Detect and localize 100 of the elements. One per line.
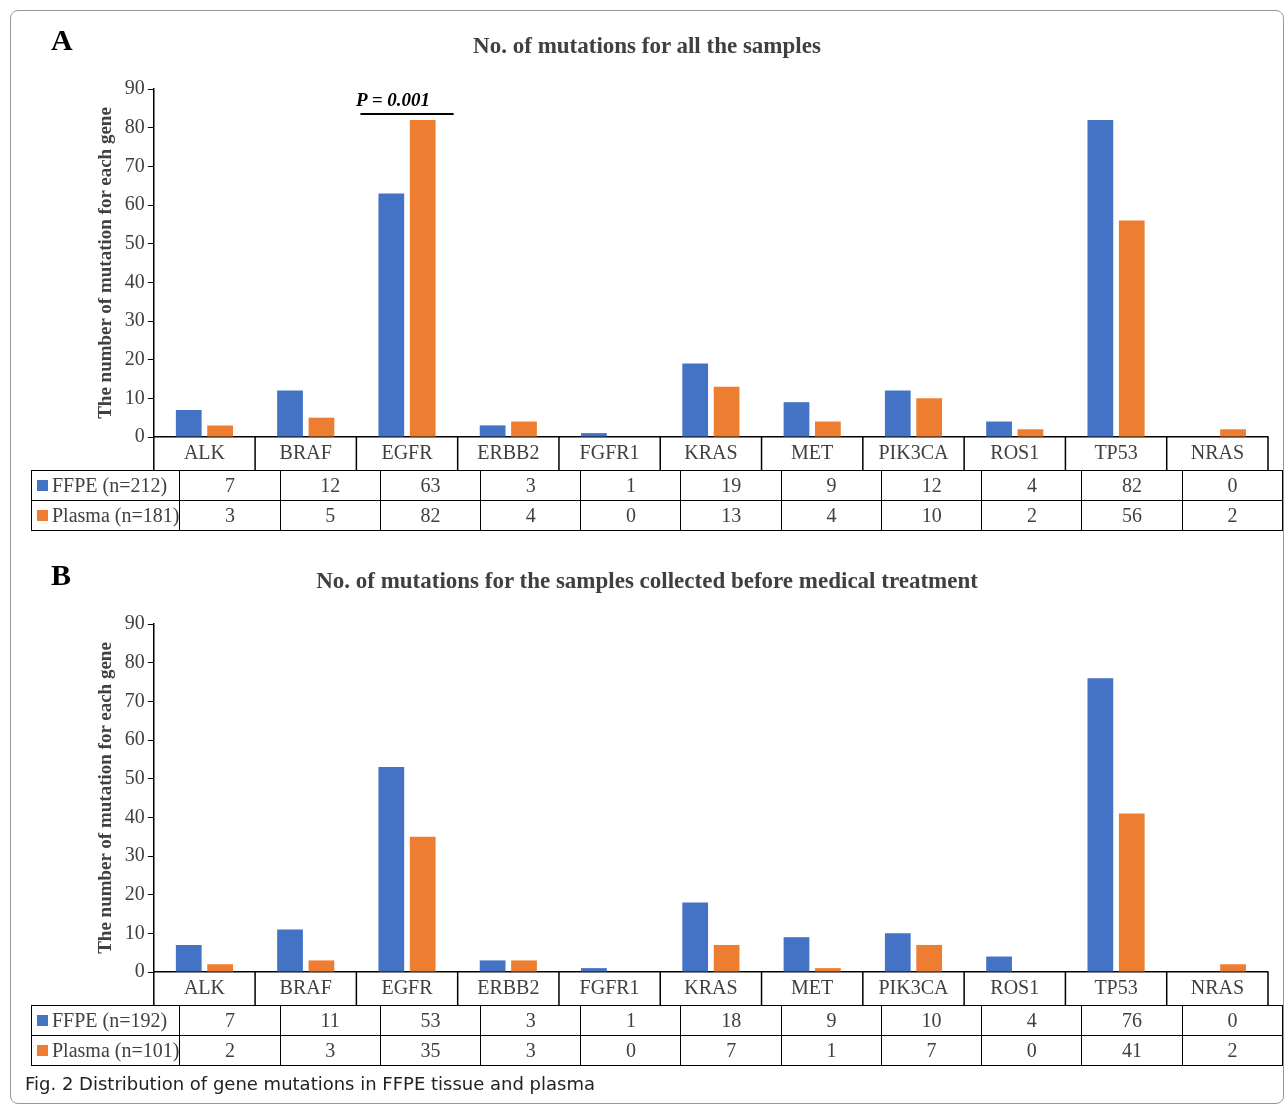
- x-tick-label: NRAS: [1190, 441, 1245, 464]
- y-tick-label: 20: [124, 881, 145, 904]
- bar: [175, 409, 202, 437]
- data-label: 82: [380, 500, 481, 531]
- legend-label: FFPE (n=192): [52, 1009, 168, 1031]
- x-tick-label: TP53: [1094, 441, 1138, 464]
- x-tick-label: ALK: [183, 441, 226, 464]
- y-tick-label: 0: [134, 424, 145, 447]
- data-label: 7: [179, 470, 280, 501]
- data-label: 1: [580, 470, 681, 501]
- bar: [277, 929, 303, 972]
- data-label: 63: [380, 470, 481, 501]
- bar: [511, 960, 537, 972]
- bar: [682, 902, 709, 972]
- data-label: 76: [1081, 1005, 1183, 1036]
- x-tick-label: ERBB2: [477, 976, 540, 999]
- y-tick-label: 10: [124, 385, 145, 408]
- data-label: 2: [1182, 1035, 1283, 1066]
- bar: [1017, 429, 1044, 437]
- y-tick-label: 20: [124, 346, 145, 369]
- y-tick-label: 10: [124, 920, 145, 943]
- data-label: 1: [781, 1035, 882, 1066]
- data-label: 3: [280, 1035, 381, 1066]
- bar: [409, 119, 436, 437]
- bar: [783, 402, 810, 437]
- bar: [986, 956, 1012, 972]
- data-label: 7: [179, 1005, 280, 1036]
- data-label: 12: [881, 470, 982, 501]
- data-label: 19: [680, 470, 782, 501]
- bar: [713, 386, 740, 437]
- y-axis-title: The number of mutation for each gene: [94, 642, 116, 954]
- bar: [1118, 813, 1145, 972]
- x-tick-label: FGFR1: [579, 441, 640, 464]
- bar: [581, 968, 607, 972]
- data-label: 10: [881, 1005, 982, 1036]
- bar: [175, 944, 202, 972]
- x-tick-label: BRAF: [279, 976, 332, 999]
- data-label: 10: [881, 500, 982, 531]
- bar: [511, 421, 537, 437]
- x-tick-label: NRAS: [1190, 976, 1245, 999]
- x-tick-label: KRAS: [684, 976, 738, 999]
- data-label: 9: [781, 1005, 882, 1036]
- y-tick-label: 50: [124, 230, 145, 253]
- data-label: 2: [981, 500, 1082, 531]
- bar: [1118, 220, 1145, 437]
- bar: [1087, 119, 1114, 437]
- bar: [783, 937, 810, 972]
- y-tick-label: 90: [124, 611, 145, 634]
- y-tick-label: 80: [124, 114, 145, 137]
- bar: [916, 944, 943, 972]
- bar: [682, 363, 709, 437]
- legend-label: Plasma (n=101): [52, 1039, 180, 1061]
- bar: [207, 425, 234, 437]
- data-label: 5: [280, 500, 381, 531]
- data-label: 0: [1182, 470, 1283, 501]
- bar: [277, 390, 303, 437]
- data-label: 3: [480, 1035, 581, 1066]
- data-label: 12: [280, 470, 381, 501]
- bar: [581, 433, 607, 437]
- bar: [378, 193, 405, 437]
- x-tick-label: ROS1: [990, 976, 1040, 999]
- x-tick-label: ERBB2: [477, 441, 540, 464]
- data-label: 53: [380, 1005, 481, 1036]
- data-label: 0: [1182, 1005, 1283, 1036]
- bar: [409, 836, 436, 972]
- bar: [986, 421, 1012, 437]
- data-label: 0: [580, 500, 681, 531]
- bar: [916, 398, 943, 437]
- bar: [207, 964, 234, 972]
- bar: [1087, 678, 1114, 972]
- x-tick-label: PIK3CA: [878, 441, 950, 464]
- y-tick-label: 30: [124, 843, 145, 866]
- y-tick-label: 70: [124, 688, 145, 711]
- bar: [1220, 429, 1246, 437]
- legend-label: FFPE (n=212): [52, 474, 168, 496]
- data-label: 1: [580, 1005, 681, 1036]
- bar: [884, 933, 911, 972]
- x-tick-label: FGFR1: [579, 976, 640, 999]
- data-label: 13: [680, 500, 782, 531]
- x-tick-label: EGFR: [381, 441, 434, 464]
- data-label: 3: [179, 500, 280, 531]
- data-label: 4: [981, 470, 1082, 501]
- data-label: 4: [781, 500, 882, 531]
- x-tick-label: BRAF: [279, 441, 332, 464]
- data-label: 4: [981, 1005, 1082, 1036]
- data-label: 2: [1182, 500, 1283, 531]
- bar: [713, 944, 740, 972]
- y-tick-label: 60: [124, 727, 145, 750]
- x-tick-label: MET: [791, 976, 834, 999]
- bar: [308, 960, 335, 972]
- chart-title: No. of mutations for the samples collected before medical treatment: [316, 568, 978, 593]
- data-label: 2: [179, 1035, 280, 1066]
- x-tick-label: KRAS: [684, 441, 738, 464]
- x-tick-label: ROS1: [990, 441, 1040, 464]
- y-tick-label: 90: [124, 76, 145, 99]
- x-tick-label: PIK3CA: [878, 976, 950, 999]
- y-tick-label: 0: [134, 959, 145, 982]
- bar: [479, 425, 506, 437]
- y-axis-title: The number of mutation for each gene: [94, 107, 116, 419]
- data-label: 11: [280, 1005, 381, 1036]
